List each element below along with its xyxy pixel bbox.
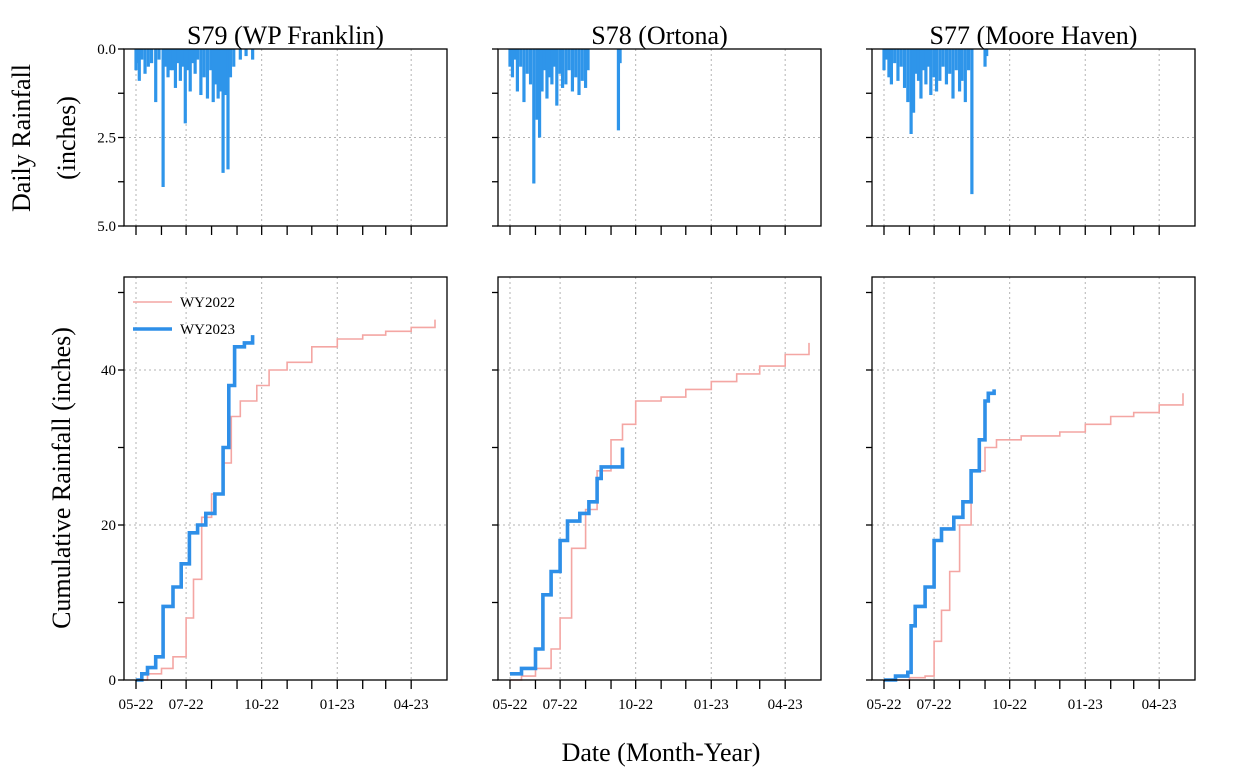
station-panel-1: S78 (Ortona) 05-22 07-22 10-22 01-23 04-23 — [492, 21, 822, 713]
series-wy2022-line — [884, 393, 1184, 681]
x-tick-label: 05-22 — [867, 697, 902, 713]
y-tick-label: 5.0 — [97, 219, 116, 235]
top-ylabel-line1: Daily Rainfall — [7, 64, 36, 212]
bottom-row-ylabel: Cumulative Rainfall (inches) — [47, 327, 76, 629]
legend: WY2022 WY2023 — [133, 295, 235, 338]
top-ylabel-line2: (inches) — [52, 96, 81, 180]
x-tick-label: 01-23 — [320, 697, 355, 713]
top-row-ylabel: Daily Rainfall (inches) — [7, 64, 81, 212]
daily-rainfall-plot — [492, 48, 822, 235]
x-tick-label: 04-23 — [394, 697, 429, 713]
y-tick-label: 0.0 — [97, 42, 116, 58]
x-tick-label: 10-22 — [992, 697, 1027, 713]
series-wy2023-line — [884, 389, 996, 682]
plot-frame — [497, 276, 822, 681]
plot-frame — [871, 276, 1196, 681]
panel-title: S77 (Moore Haven) — [930, 21, 1138, 50]
x-tick-label: 04-23 — [768, 697, 803, 713]
x-tick-label: 07-22 — [543, 697, 578, 713]
x-tick-label: 05-22 — [119, 697, 154, 713]
x-axis-title: Date (Month-Year) — [562, 738, 761, 767]
y-tick-label: 20 — [101, 518, 116, 534]
x-tick-label: 04-23 — [1142, 697, 1177, 713]
daily-rainfall-plot: 0.0 2.5 5.0 — [97, 42, 448, 235]
series-wy2023-line — [510, 447, 625, 676]
legend-label-wy2023: WY2023 — [180, 322, 235, 338]
cumulative-rainfall-plot: 05-22 07-22 10-22 01-23 04-23 — [866, 276, 1196, 713]
y-tick-label: 0 — [109, 673, 117, 689]
series-wy2022-line — [136, 319, 436, 681]
panel-title: S79 (WP Franklin) — [187, 21, 384, 50]
station-panel-2: S77 (Moore Haven) 05-22 07-22 10-22 01-23 04-… — [866, 21, 1196, 713]
station-panel-0: S79 (WP Franklin) 0.0 2.5 5.0 0 20 40 05-22 07-2… — [97, 21, 448, 713]
x-tick-label: 07-22 — [169, 697, 204, 713]
series-wy2023-line — [136, 335, 255, 682]
x-tick-label: 05-22 — [493, 697, 528, 713]
series-wy2022-line — [510, 342, 810, 681]
x-tick-label: 10-22 — [618, 697, 653, 713]
x-tick-label: 01-23 — [694, 697, 729, 713]
x-tick-label: 07-22 — [917, 697, 952, 713]
panel-title: S78 (Ortona) — [591, 21, 727, 50]
plot-frame — [123, 276, 448, 681]
y-tick-label: 40 — [101, 363, 116, 379]
daily-rainfall-plot — [866, 48, 1196, 235]
cumulative-rainfall-plot: 05-22 07-22 10-22 01-23 04-23 — [492, 276, 822, 713]
panel-grid: S79 (WP Franklin) 0.0 2.5 5.0 0 20 40 05-22 07-2… — [97, 21, 1196, 713]
x-tick-label: 01-23 — [1068, 697, 1103, 713]
x-tick-label: 10-22 — [244, 697, 279, 713]
y-tick-label: 2.5 — [97, 131, 116, 147]
legend-label-wy2022: WY2022 — [180, 295, 235, 311]
